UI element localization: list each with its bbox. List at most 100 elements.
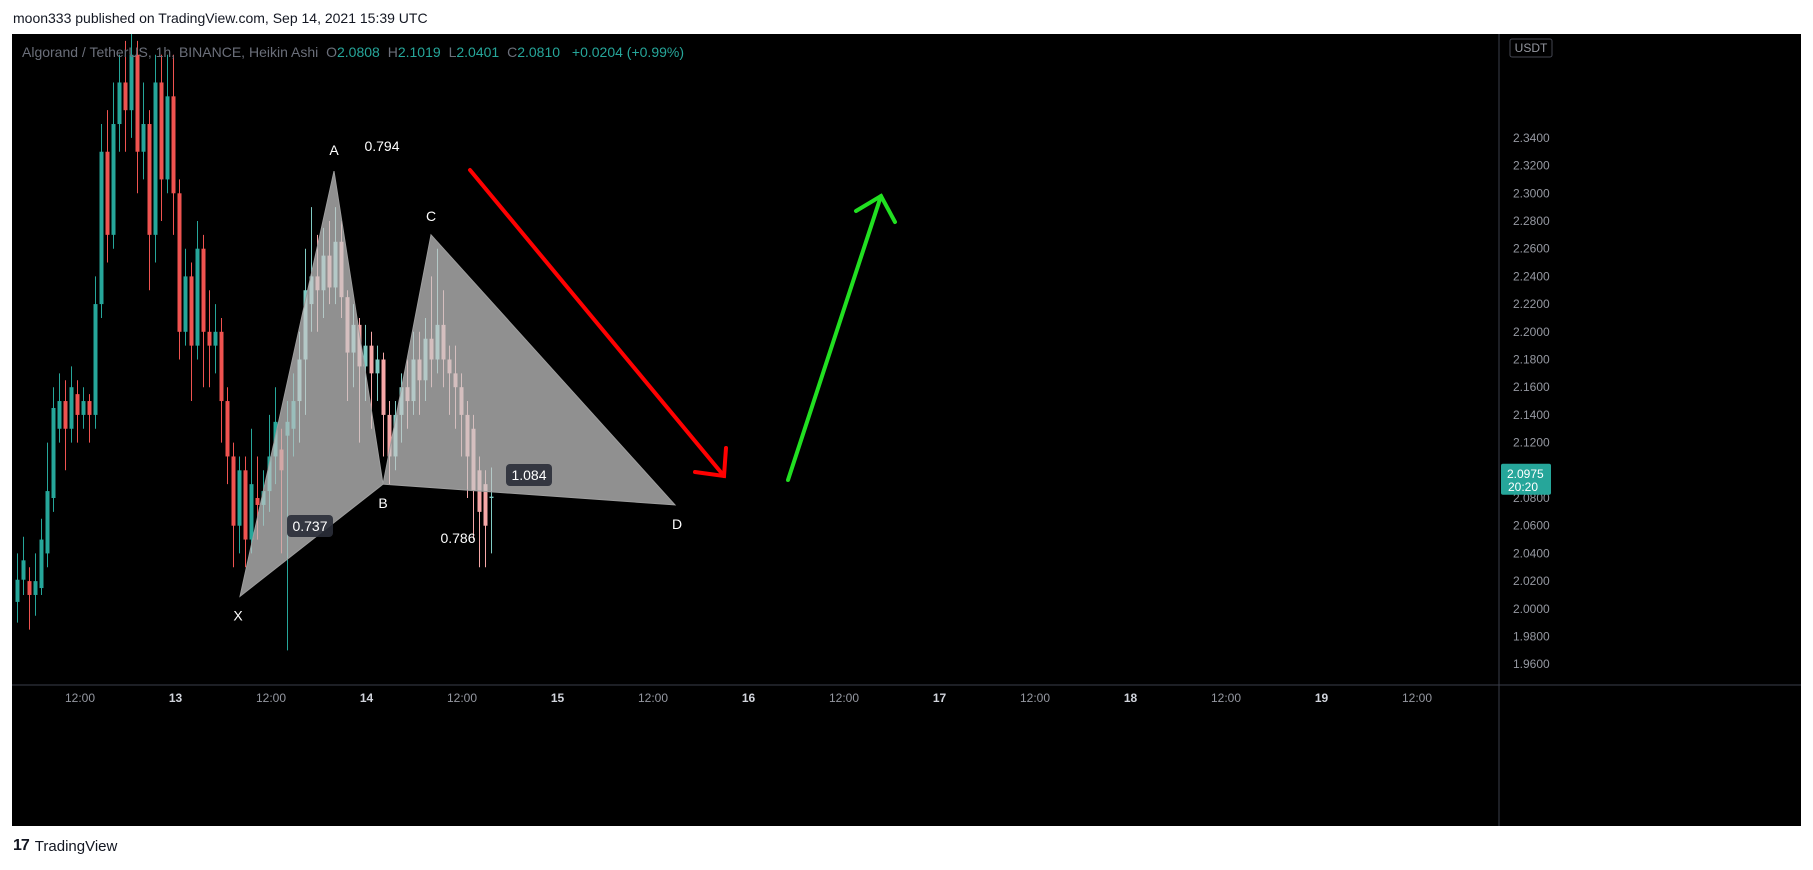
candle (159, 54, 164, 221)
svg-text:0.786: 0.786 (440, 530, 475, 546)
candle-body (87, 401, 92, 415)
candle (135, 40, 140, 194)
candle-body (45, 491, 50, 554)
time-tick-label: 13 (169, 691, 183, 705)
svg-text:1.084: 1.084 (511, 467, 546, 483)
candle-body (63, 401, 68, 429)
candle-body (141, 124, 146, 152)
price-tick-label: 2.0600 (1513, 519, 1550, 533)
pattern-point-label-x: X (233, 607, 243, 623)
time-tick-label: 12:00 (1402, 691, 1432, 705)
high-value: 2.1019 (397, 44, 441, 60)
tradingview-logo-icon: 17 (13, 837, 30, 854)
candle-body (93, 304, 98, 415)
candle-body (111, 124, 116, 235)
candle (243, 456, 248, 568)
symbol-title[interactable]: Algorand / TetherUS, 1h, BINANCE, Heikin… (22, 44, 319, 60)
fib-ratio-label: 0.786 (440, 530, 475, 546)
candle (165, 54, 170, 194)
candle (381, 352, 386, 457)
svg-text:20:20: 20:20 (1508, 480, 1538, 494)
candle-body (387, 414, 392, 457)
candle-body (381, 359, 386, 415)
candle (225, 387, 230, 485)
green-up-arrow-icon[interactable] (786, 194, 883, 482)
time-tick-label: 19 (1315, 691, 1329, 705)
chart-legend: Algorand / TetherUS, 1h, BINANCE, Heikin… (22, 44, 684, 60)
candle (375, 345, 380, 402)
candle-body (105, 151, 110, 235)
candle-body (189, 276, 194, 346)
price-tick-label: 1.9800 (1513, 630, 1550, 644)
candle (249, 428, 254, 554)
candle (27, 567, 32, 630)
low-label: L (448, 44, 457, 60)
candle (141, 82, 146, 180)
time-tick-label: 16 (742, 691, 756, 705)
candle-body (201, 248, 206, 332)
candle-body (69, 387, 74, 429)
published-by-header: moon333 published on TradingView.com, Se… (13, 10, 428, 26)
price-tick-label: 2.0200 (1513, 574, 1550, 588)
candle (63, 380, 68, 471)
candle (189, 262, 194, 402)
candle-body (183, 276, 188, 332)
red-arrowhead-icon (693, 446, 728, 479)
price-tick-label: 2.2200 (1513, 297, 1550, 311)
candle-body (231, 456, 236, 526)
fib-ratio-label: 0.737 (287, 515, 333, 537)
fib-ratio-label: 0.794 (364, 138, 399, 154)
brand-name: TradingView (34, 837, 118, 855)
candle (21, 536, 26, 595)
price-tick-label: 2.1800 (1513, 353, 1550, 367)
chart-panel[interactable]: X A B C D 0.737 0.794 0.786 1.084 USDT 1.9600 1.98… (12, 34, 1801, 826)
candle-body (489, 496, 494, 499)
price-tick-label: 2.0000 (1513, 602, 1550, 616)
candle-body (375, 359, 380, 374)
time-tick-label: 18 (1124, 691, 1138, 705)
fib-ratio-label: 1.084 (506, 464, 552, 486)
candlestick-chart[interactable]: X A B C D 0.737 0.794 0.786 1.084 USDT 1.9600 1.98… (12, 34, 1801, 826)
candle-body (15, 579, 20, 602)
price-tick-label: 2.2000 (1513, 325, 1550, 339)
candle (177, 179, 182, 360)
time-tick-label: 14 (360, 691, 374, 705)
high-label: H (387, 44, 398, 60)
candle-body (243, 470, 248, 540)
candle-body (159, 82, 164, 180)
price-tick-label: 2.2600 (1513, 242, 1550, 256)
time-tick-label: 12:00 (1020, 691, 1050, 705)
red-down-arrow-icon[interactable] (468, 168, 726, 478)
change-value: +0.0204 (+0.99%) (571, 44, 685, 60)
price-tick-label: 2.2400 (1513, 269, 1550, 283)
green-arrowhead-icon (854, 193, 897, 224)
time-tick-label: 12:00 (1211, 691, 1241, 705)
pattern-point-label-a: A (329, 142, 339, 158)
time-tick-label: 12:00 (447, 691, 477, 705)
candle-body (27, 581, 32, 595)
candle (231, 442, 236, 568)
price-tick-label: 1.9600 (1513, 657, 1550, 671)
price-tick-label: 2.1200 (1513, 436, 1550, 450)
candle (117, 54, 122, 152)
time-tick-label: 15 (551, 691, 565, 705)
candle (207, 290, 212, 388)
low-value: 2.0401 (456, 44, 500, 60)
open-label: O (326, 44, 337, 60)
price-tick-label: 2.3400 (1513, 131, 1550, 145)
svg-text:0.794: 0.794 (364, 138, 399, 154)
candle-body (117, 82, 122, 125)
candle (183, 248, 188, 346)
candle (33, 553, 38, 616)
currency-selector[interactable]: USDT (1509, 38, 1553, 58)
price-tick-label: 2.3200 (1513, 159, 1550, 173)
open-value: 2.0808 (337, 44, 380, 60)
pattern-point-label-b: B (378, 495, 387, 511)
candle-body (33, 581, 38, 595)
footer-branding[interactable]: 17 TradingView (13, 837, 117, 855)
candle-body (177, 193, 182, 332)
candle (219, 317, 224, 443)
candle (45, 442, 50, 568)
bcd-triangle[interactable] (382, 233, 677, 506)
xab-triangle[interactable] (239, 171, 384, 598)
